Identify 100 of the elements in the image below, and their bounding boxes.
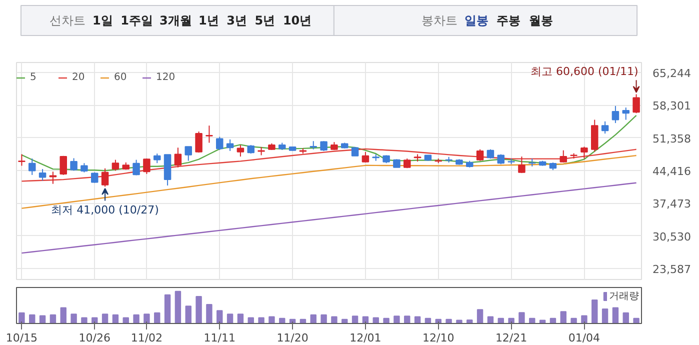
bar [196,296,202,324]
candlestick [560,150,567,163]
bar [102,314,108,324]
bar [226,314,234,324]
bar [592,300,598,324]
bar [92,317,98,324]
bar [331,316,338,324]
bar [383,318,390,324]
text: 월봉 [528,14,553,28]
candlestick [195,131,202,154]
bar [216,310,223,324]
candlestick [28,158,36,176]
bar [612,307,619,324]
bar [206,304,212,324]
candlestick [38,168,46,182]
candlestick [497,154,504,165]
bar [144,314,150,324]
annotation: 최저 41,000 (10/27) [51,204,159,217]
candlestick [101,168,109,188]
bar [237,314,244,324]
line-series [21,182,637,254]
annotation: 최고 60,600 (01/11) [530,65,638,78]
text: 주봉 [496,14,521,28]
candlestick [580,146,588,160]
bar [18,312,25,324]
y-tick-label: 30,530 [652,230,691,244]
candlestick [70,158,78,172]
bar [622,312,629,324]
legend-label: 5 [30,72,38,83]
bar [560,311,566,324]
x-tick-label: 12/01 [350,332,382,344]
text: 봉차트 [422,14,458,28]
candlestick [518,156,526,174]
bar [518,312,525,324]
bar [122,317,129,324]
candlestick [476,148,484,162]
y-tick-label: 37,473 [652,198,691,211]
legend-label: 120 [156,72,176,83]
bar [404,316,410,324]
candlestick [112,159,120,172]
candlestick [362,151,370,163]
bar [112,314,119,324]
text: 일봉 [464,14,488,28]
bar [602,308,608,324]
bar [164,294,171,324]
bar [581,315,588,324]
candlestick [174,147,182,168]
candlestick [60,155,67,176]
bar [446,318,452,324]
bar [60,307,66,324]
x-tick-label: 10/15 [6,332,38,344]
candlestick [591,119,598,152]
candlestick [216,136,224,150]
bar [372,317,379,324]
text: 1주일 [120,14,154,28]
candlestick [80,162,88,173]
bar [29,314,36,324]
text: 선차트 [50,14,86,28]
bar [70,314,77,324]
y-tick-label: 51,358 [652,132,691,146]
bar [154,312,160,324]
legend-label: 거래량 [609,290,639,303]
candlestick [226,138,234,152]
candlestick [236,144,244,158]
bar [570,318,577,324]
candlestick [622,107,630,120]
bar [394,316,400,324]
text: 3개월 [160,14,192,28]
text: 3년 [226,14,247,28]
candlestick [154,153,161,164]
candlestick [132,159,140,176]
bar [133,314,140,324]
x-tick-label: 11/02 [130,332,163,344]
y-tick-label: 44,416 [652,165,691,178]
bar [633,318,640,324]
bar [320,314,327,324]
candlestick [320,140,328,152]
x-tick-label: 11/11 [204,332,236,344]
x-tick-label: 12/10 [422,332,454,344]
bar [508,318,514,324]
legend-label: 20 [72,72,86,83]
text: 5년 [254,14,276,28]
bar [258,317,264,324]
candlestick [601,120,609,134]
bar [39,315,46,324]
bar [81,317,88,324]
x-tick-label: 11/20 [276,332,308,344]
y-tick-label: 23,587 [652,263,691,276]
bar [310,314,316,324]
bar [174,290,182,324]
x-tick-label: 10/26 [78,332,110,344]
legend-label: 60 [114,72,128,83]
y-tick-label: 65,244 [652,66,691,80]
x-tick-label: 12/21 [495,332,528,344]
candlestick [612,105,620,124]
text: 10년 [282,14,312,28]
candlestick [632,94,640,114]
bar [185,306,192,324]
candlestick [486,148,494,160]
bar [50,314,56,324]
